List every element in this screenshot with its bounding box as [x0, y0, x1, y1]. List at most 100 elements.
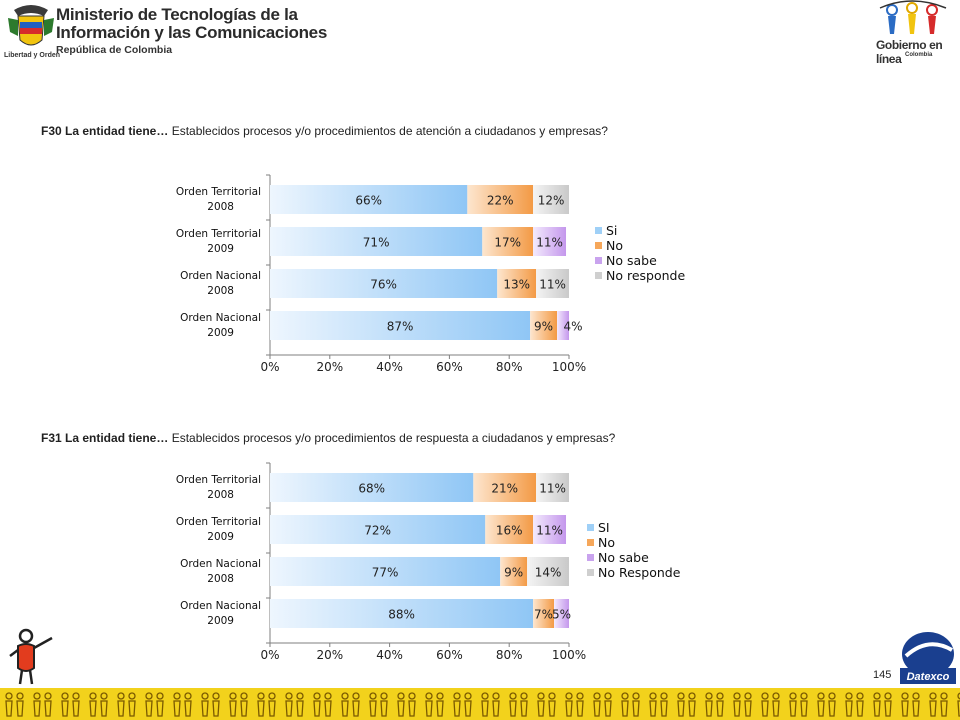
bar-segment: [533, 515, 567, 544]
legend-label: SI: [598, 520, 610, 535]
strip-person-icon: [313, 692, 332, 717]
legend-label: No sabe: [606, 253, 657, 268]
page-number: 145: [873, 669, 892, 681]
category-label: Orden Nacional: [180, 600, 261, 612]
strip-person-icon: [33, 692, 52, 717]
bar-segment: [497, 269, 537, 298]
legend-swatch: [587, 539, 594, 546]
bar-segment: [270, 557, 501, 586]
question-f30-id: F30 La entidad tiene…: [41, 124, 169, 138]
category-label: 2009: [207, 531, 234, 543]
data-label: 7%: [534, 608, 553, 622]
x-tick-label: 60%: [436, 648, 463, 662]
category-label: Orden Nacional: [180, 270, 261, 282]
strip-person-icon: [285, 692, 304, 717]
data-label: 68%: [358, 482, 385, 496]
strip-person-icon: [677, 692, 696, 717]
category-label: Orden Territorial: [176, 474, 261, 486]
category-label: 2008: [207, 489, 234, 501]
strip-person-icon: [481, 692, 500, 717]
gobierno-en-linea-name: Gobierno en línea: [876, 38, 943, 66]
strip-person-icon: [761, 692, 780, 717]
data-label: 9%: [534, 320, 553, 334]
category-label: 2009: [207, 615, 234, 627]
strip-person-icon: [929, 692, 948, 717]
x-tick-label: 20%: [316, 360, 343, 374]
strip-person-icon: [201, 692, 220, 717]
x-tick-label: 100%: [552, 360, 586, 374]
strip-person-icon: [789, 692, 808, 717]
data-label: 77%: [372, 566, 399, 580]
x-tick-label: 80%: [496, 648, 523, 662]
x-tick-label: 20%: [316, 648, 343, 662]
ministry-line-3: República de Colombia: [56, 44, 173, 56]
datexco-logo: Datexco: [896, 626, 958, 688]
bar-segment: [467, 185, 534, 214]
strip-person-icon: [117, 692, 136, 717]
strip-person-icon: [565, 692, 584, 717]
data-label: 5%: [552, 608, 571, 622]
gobierno-en-linea-logo: [866, 0, 960, 66]
legend-swatch: [595, 272, 602, 279]
datexco-wordmark: Datexco: [907, 671, 950, 683]
bar-segment: [270, 269, 498, 298]
data-label: 76%: [370, 278, 397, 292]
data-label: 17%: [494, 236, 521, 250]
bar-segment: [533, 599, 555, 628]
people-pattern-icon: [5, 692, 960, 717]
ministry-line-2: Información y las Comunicaciones: [56, 23, 327, 42]
question-f31-text: Establecidos procesos y/o procedimientos…: [168, 431, 616, 445]
bar-segment: [536, 473, 569, 502]
people-figures-icon: [879, 0, 947, 34]
data-label: 11%: [539, 278, 566, 292]
strip-person-icon: [621, 692, 640, 717]
data-label: 88%: [388, 608, 415, 622]
bar-segment: [482, 227, 534, 256]
question-f31: F31 La entidad tiene… Establecidos proce…: [41, 431, 615, 445]
bar-segment: [270, 311, 531, 340]
bar-segment: [485, 515, 534, 544]
ministry-line-1: Ministerio de Tecnologías de la: [56, 5, 298, 24]
category-label: 2008: [207, 573, 234, 585]
category-label: Orden Territorial: [176, 186, 261, 198]
data-label: 13%: [503, 278, 530, 292]
gobierno-en-linea-country: Colombia: [905, 52, 933, 58]
category-label: 2009: [207, 327, 234, 339]
legend-label: Si: [606, 223, 617, 238]
x-tick-label: 100%: [552, 648, 586, 662]
strip-person-icon: [5, 692, 24, 717]
data-label: 22%: [487, 194, 514, 208]
strip-person-icon: [453, 692, 472, 717]
ministry-name: Ministerio de Tecnologías de la Informac…: [56, 5, 327, 57]
bar-segment: [536, 269, 569, 298]
legend-swatch: [595, 257, 602, 264]
strip-person-icon: [369, 692, 388, 717]
question-f30-text: Establecidos procesos y/o procedimientos…: [168, 124, 608, 138]
data-label: 9%: [504, 566, 523, 580]
bar-segment: [554, 599, 569, 628]
ministry-logo: [4, 2, 244, 66]
legend-swatch: [587, 569, 594, 576]
legend-swatch: [595, 242, 602, 249]
x-tick-label: 60%: [436, 360, 463, 374]
data-label: 72%: [364, 524, 391, 538]
strip-person-icon: [649, 692, 668, 717]
strip-person-icon: [817, 692, 836, 717]
data-label: 11%: [539, 482, 566, 496]
colombia-coat-of-arms-icon: [8, 5, 54, 46]
bar-segment: [270, 185, 468, 214]
x-tick-label: 0%: [260, 360, 279, 374]
bar-segment: [270, 473, 474, 502]
strip-person-icon: [425, 692, 444, 717]
strip-person-icon: [229, 692, 248, 717]
strip-person-icon: [341, 692, 360, 717]
strip-person-icon: [509, 692, 528, 717]
bar-segment: [557, 311, 569, 340]
strip-person-icon: [873, 692, 892, 717]
legend-label: No sabe: [598, 550, 649, 565]
bar-segment: [533, 227, 567, 256]
bar-segment: [530, 311, 558, 340]
legend-swatch: [587, 554, 594, 561]
data-label: 4%: [563, 320, 582, 334]
